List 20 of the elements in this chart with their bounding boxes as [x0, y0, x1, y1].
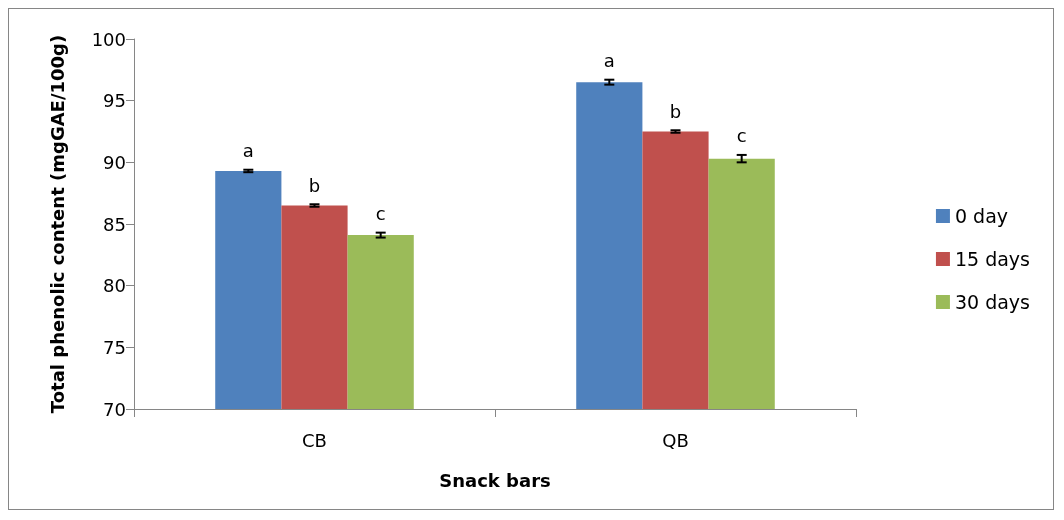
- legend-label: 30 days: [954, 291, 1031, 313]
- y-tick-label: 100: [91, 28, 126, 50]
- y-tick-label: 95: [103, 90, 126, 112]
- annotation: c: [736, 125, 747, 147]
- y-tick-label: 70: [103, 398, 126, 420]
- y-tick-label: 80: [103, 275, 126, 297]
- x-tick-label: CB: [302, 429, 327, 451]
- y-tick-label: 75: [103, 336, 126, 358]
- x-axis-title: Snack bars: [439, 469, 551, 491]
- annotation: b: [669, 100, 682, 122]
- annotation: a: [603, 50, 615, 72]
- y-axis-title: Total phenolic content (mgGAE/100g): [46, 34, 68, 414]
- y-tick-label: 90: [103, 151, 126, 173]
- annotation: a: [242, 140, 254, 162]
- annotation: b: [308, 174, 321, 196]
- y-tick-label: 85: [103, 213, 126, 235]
- x-tick-label: QB: [662, 429, 689, 451]
- legend-label: 0 day: [954, 205, 1009, 227]
- legend-label: 15 days: [954, 248, 1031, 270]
- annotation: c: [375, 203, 386, 225]
